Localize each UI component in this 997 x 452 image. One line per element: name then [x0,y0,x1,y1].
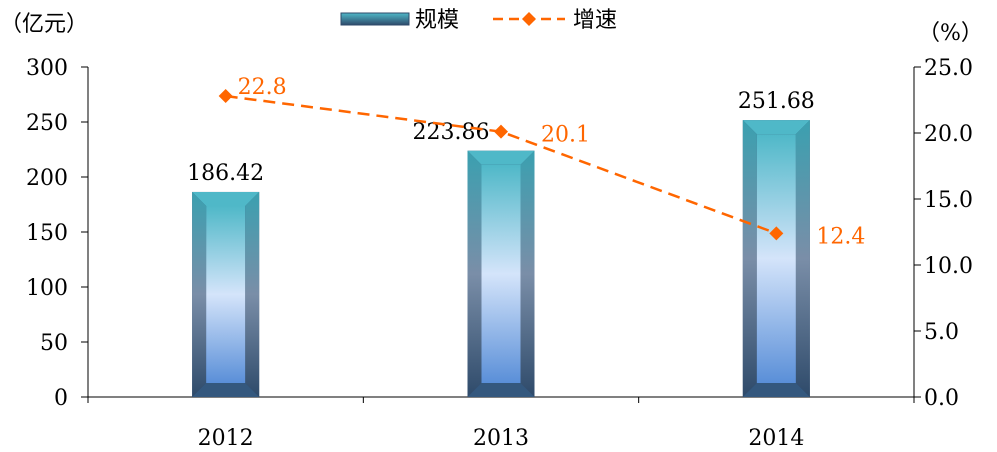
bar-bevel-bottom [192,383,260,397]
bar-bevel-right [520,150,535,397]
y-left-tick-label: 300 [26,56,68,81]
y-left-ticks: 0 50 100 150 200 250 300 [26,56,88,411]
y-left-tick-label: 50 [40,331,68,356]
bar-face [756,134,796,383]
bar-bevel-top [192,191,260,206]
growth-line-series: 22.8 20.1 12.4 [218,75,865,249]
bar: 251.68 [738,89,815,397]
growth-point [494,124,508,139]
bar-face [481,164,521,383]
growth-point [218,89,233,104]
y-left-axis-label: （亿元） [0,12,88,37]
x-ticks: 2012 2013 2014 [87,397,915,451]
legend-bar-label: 规模 [415,8,459,33]
x-tick-label: 2014 [748,426,804,451]
y-right-ticks: 0.0 5.0 10.0 15.0 20.0 25.0 [914,56,973,411]
growth-value-label: 20.1 [541,123,590,148]
bar-bevel-left [742,120,757,397]
y-left-tick-label: 100 [26,276,68,301]
bar-bevel-top [742,120,810,135]
y-right-tick-label: 0.0 [924,386,959,411]
legend-line-marker [522,12,536,26]
x-tick-label: 2012 [198,426,254,451]
legend: 规模 增速 [340,8,617,33]
bar-value-label: 223.86 [413,120,490,145]
growth-value-label: 22.8 [238,75,287,100]
bar-bevel-left [467,150,482,397]
bar-face [206,205,246,383]
y-right-tick-label: 20.0 [924,122,973,147]
y-left-tick-label: 250 [26,111,68,136]
bar: 223.86 [413,120,535,397]
bar-bevel-bottom [467,383,535,397]
y-right-axis-label: （%） [918,21,983,46]
y-left-tick-label: 0 [54,386,68,411]
bar-value-label: 251.68 [738,89,815,114]
bar-bevel-top [467,150,535,165]
y-right-tick-label: 25.0 [924,56,973,81]
y-right-tick-label: 5.0 [924,320,959,345]
bar-bevel-bottom [742,383,810,397]
growth-point [769,226,784,241]
bars: 186.42 223.86 251.68 [187,89,815,397]
y-left-tick-label: 200 [26,166,68,191]
growth-value-label: 12.4 [816,224,865,249]
bar: 186.42 [187,161,264,397]
bar-bevel-right [245,191,260,397]
legend-bar-swatch [340,12,410,26]
bar-bevel-left [192,191,207,397]
y-right-tick-label: 15.0 [924,188,973,213]
x-tick-label: 2013 [473,426,529,451]
bar-value-label: 186.42 [187,161,264,186]
bar-bevel-right [795,120,810,397]
y-right-tick-label: 10.0 [924,254,973,279]
legend-line-label: 增速 [573,8,617,33]
y-left-tick-label: 150 [26,221,68,246]
